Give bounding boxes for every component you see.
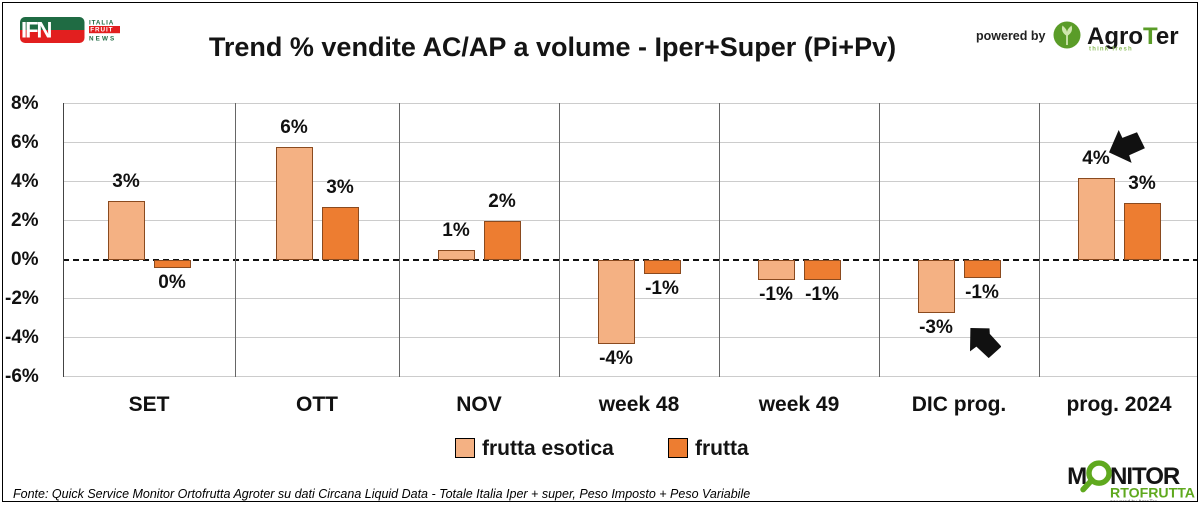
svg-text:powered by AgroTer: powered by AgroTer [1110,499,1157,502]
svg-text:RTOFRUTTA: RTOFRUTTA [1110,485,1195,501]
